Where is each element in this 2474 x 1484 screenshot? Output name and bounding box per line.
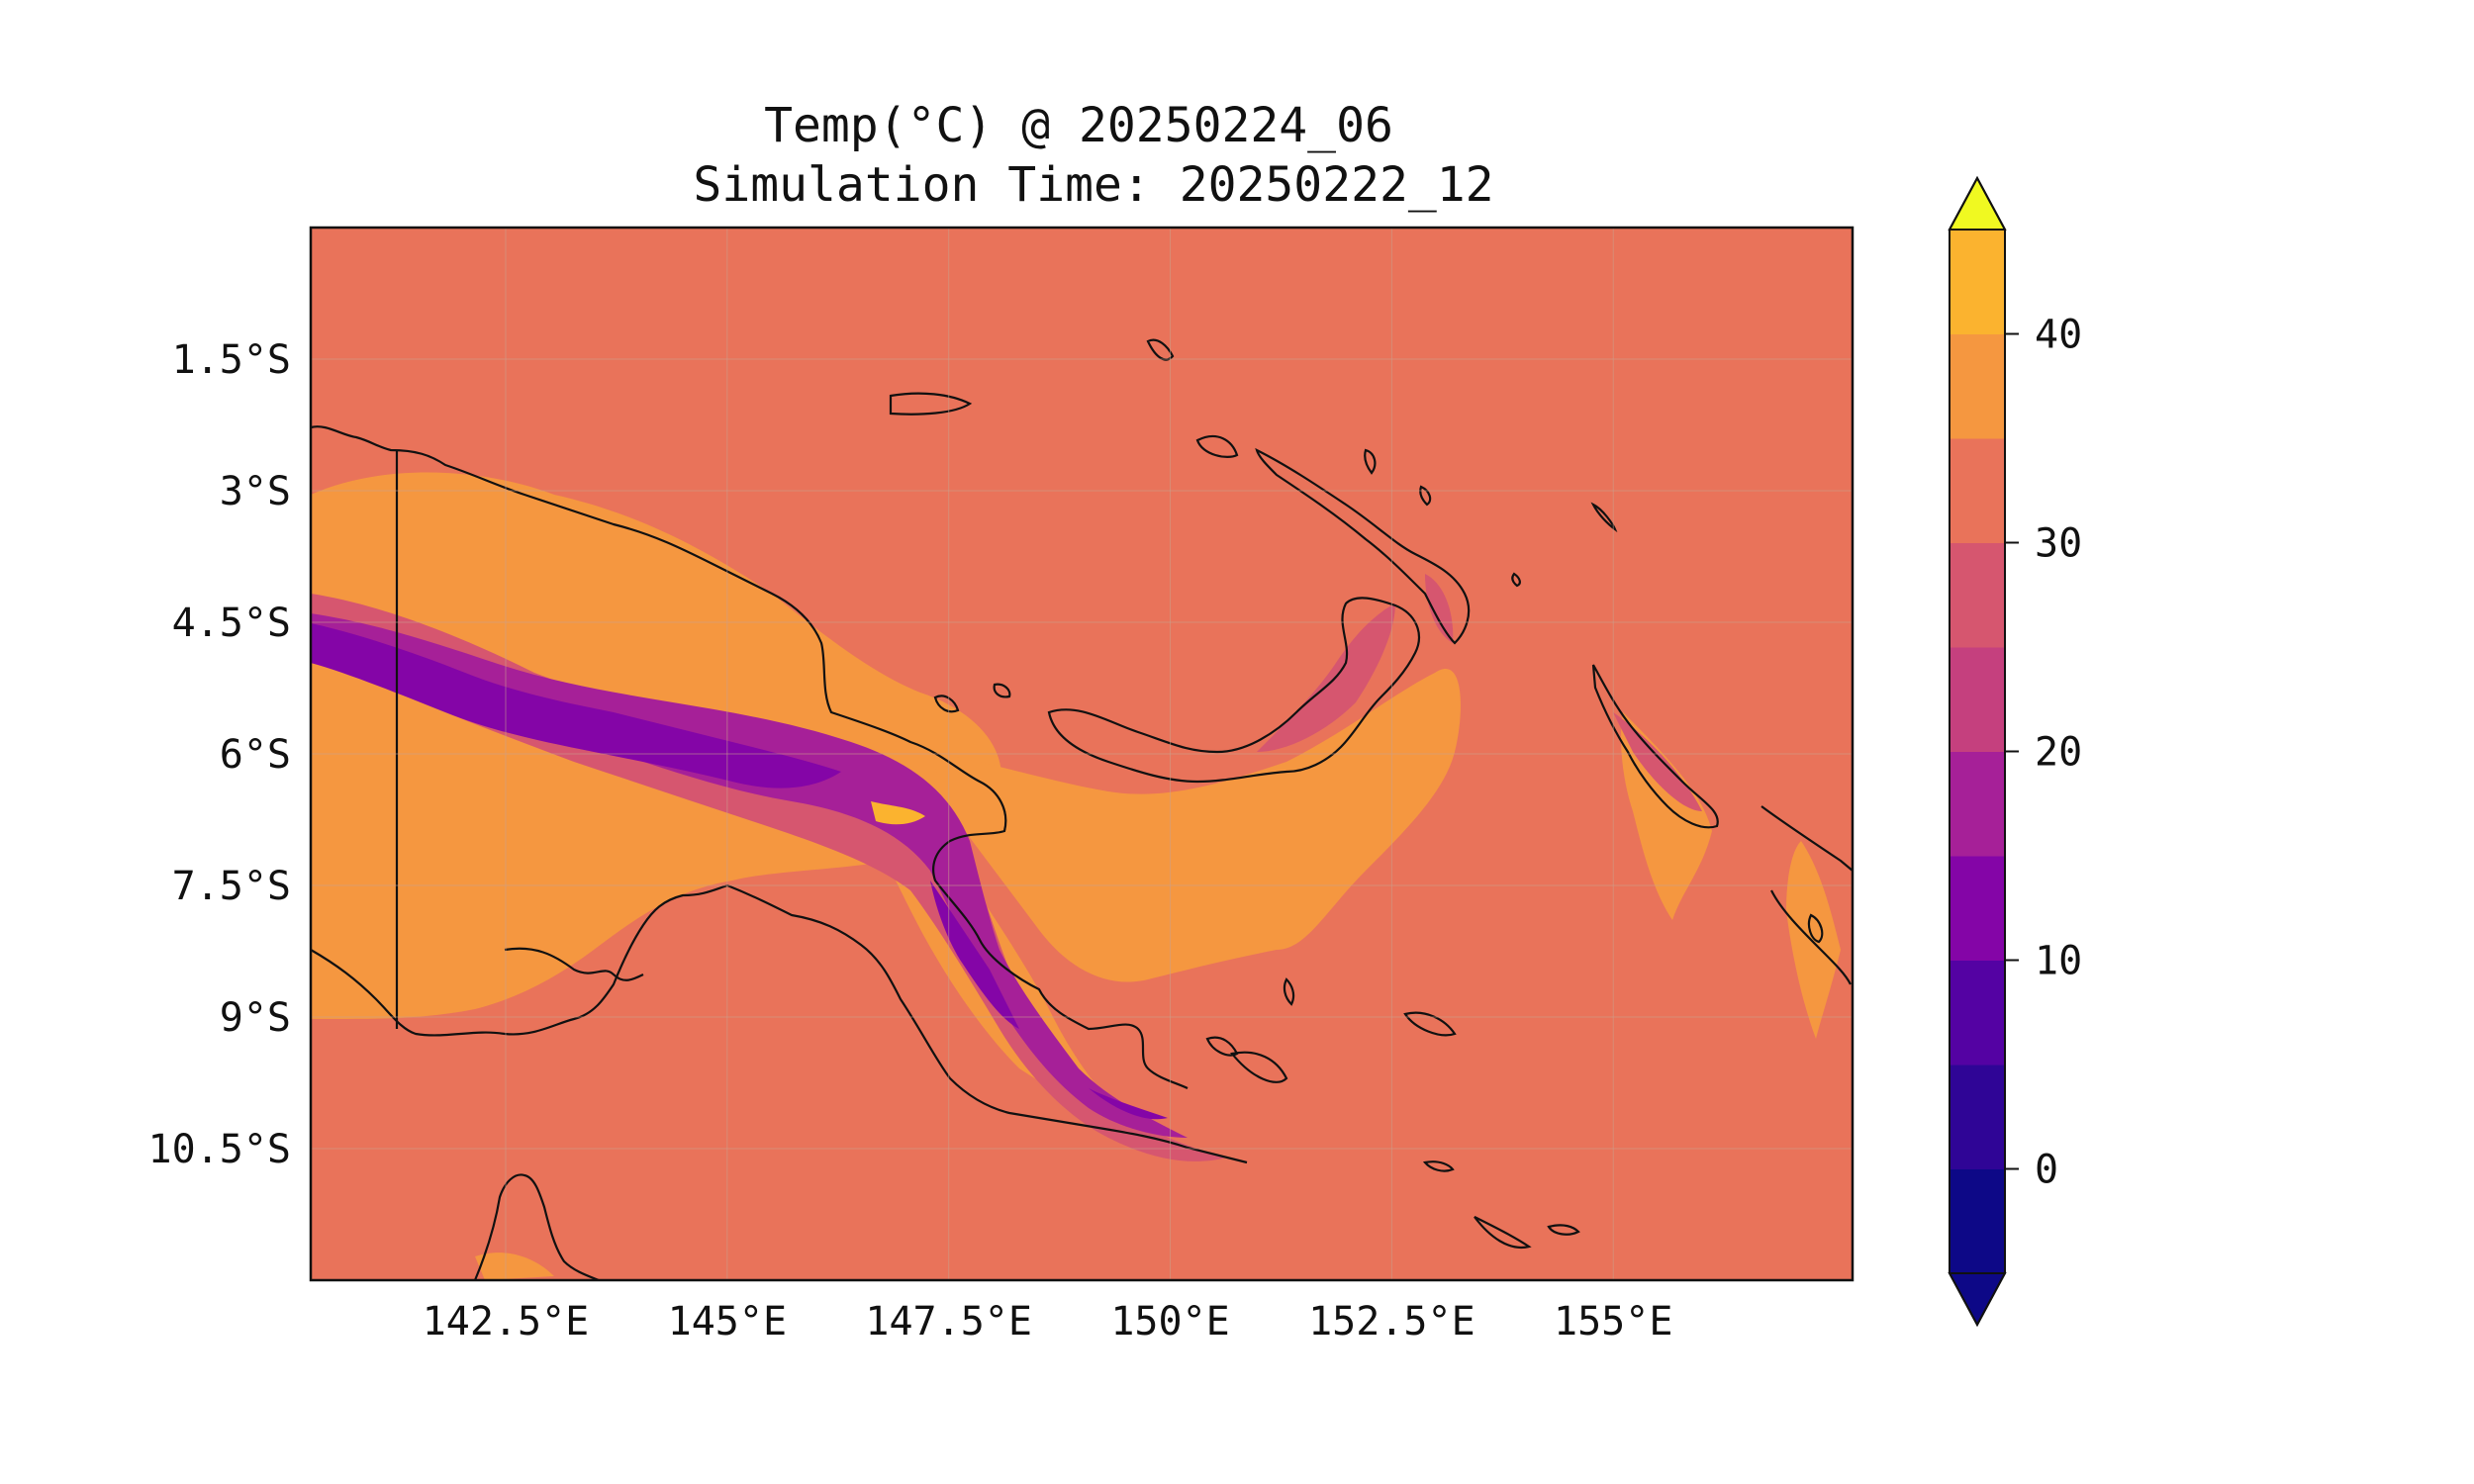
colorbar: 0 10 20 30 40: [1948, 175, 2082, 1328]
coastlines: [310, 338, 1854, 1282]
y-tick-label: 6°S: [220, 732, 291, 778]
title-line-1: Temp(°C) @ 20250224_06: [764, 98, 1393, 153]
x-tick-label: 152.5°E: [1308, 1299, 1475, 1345]
coastline-solomons: [1760, 805, 1854, 985]
colorbar-segment: [1950, 751, 2005, 857]
y-axis-ticks: 1.5°S 3°S 4.5°S 6°S 7.5°S 9°S 10.5°S: [148, 337, 292, 1172]
x-axis-ticks: 142.5°E 145°E 147.5°E 150°E 152.5°E 155°E: [423, 1299, 1673, 1345]
colorbar-segment: [1950, 1065, 2005, 1169]
colorbar-tick-label: 10: [2035, 939, 2082, 984]
y-tick-label: 1.5°S: [172, 337, 291, 383]
zone-warm-30-35-east: [930, 669, 1461, 982]
gridlines: [311, 228, 1853, 1280]
coastline-gulf: [504, 947, 644, 981]
zone-cool-20-25-ne: [1257, 574, 1702, 811]
colorbar-segment: [1950, 542, 2005, 648]
coastline-new-guinea-south: [310, 883, 1248, 1164]
map-frame: [309, 226, 1855, 1282]
coastline-new-ireland: [1255, 447, 1471, 645]
y-tick-label: 3°S: [220, 469, 291, 514]
map-area: [309, 226, 1855, 1282]
colorbar-segment: [1950, 230, 2005, 334]
x-tick-label: 145°E: [668, 1299, 787, 1345]
colorbar-tick-label: 30: [2035, 521, 2082, 567]
colorbar-tick-label: 0: [2035, 1148, 2058, 1193]
y-tick-label: 10.5°S: [148, 1127, 292, 1172]
coastline-islands: [889, 338, 1618, 1250]
x-tick-label: 155°E: [1554, 1299, 1672, 1345]
colorbar-segment: [1950, 333, 2005, 439]
zone-hot-35-40: [871, 801, 925, 825]
colorbar-segment: [1950, 960, 2005, 1066]
x-tick-label: 142.5°E: [423, 1299, 590, 1345]
colorbar-segment: [1950, 856, 2005, 961]
colorbar-segment: [1950, 1168, 2005, 1274]
colorbar-extend-over: [1948, 175, 2007, 231]
colorbar-extend-under: [1948, 1272, 2007, 1328]
x-tick-label: 150°E: [1110, 1299, 1229, 1345]
coastline-cape-york: [473, 1173, 600, 1282]
title-line-2: Simulation Time: 20250222_12: [693, 157, 1493, 213]
x-tick-label: 147.5°E: [865, 1299, 1032, 1345]
colorbar-segment: [1950, 438, 2005, 543]
colorbar-outline: [1949, 175, 2006, 1328]
colorbar-tick-label: 40: [2035, 313, 2082, 358]
y-tick-label: 9°S: [220, 995, 291, 1041]
y-tick-label: 7.5°S: [172, 864, 291, 909]
coastline-new-guinea-north: [310, 425, 1189, 1089]
y-tick-label: 4.5°S: [172, 601, 291, 646]
colorbar-segment: [1950, 647, 2005, 752]
colorbar-tick-label: 20: [2035, 730, 2082, 776]
temperature-zones: [311, 472, 1841, 1280]
coastline-bougainville: [1591, 664, 1719, 829]
